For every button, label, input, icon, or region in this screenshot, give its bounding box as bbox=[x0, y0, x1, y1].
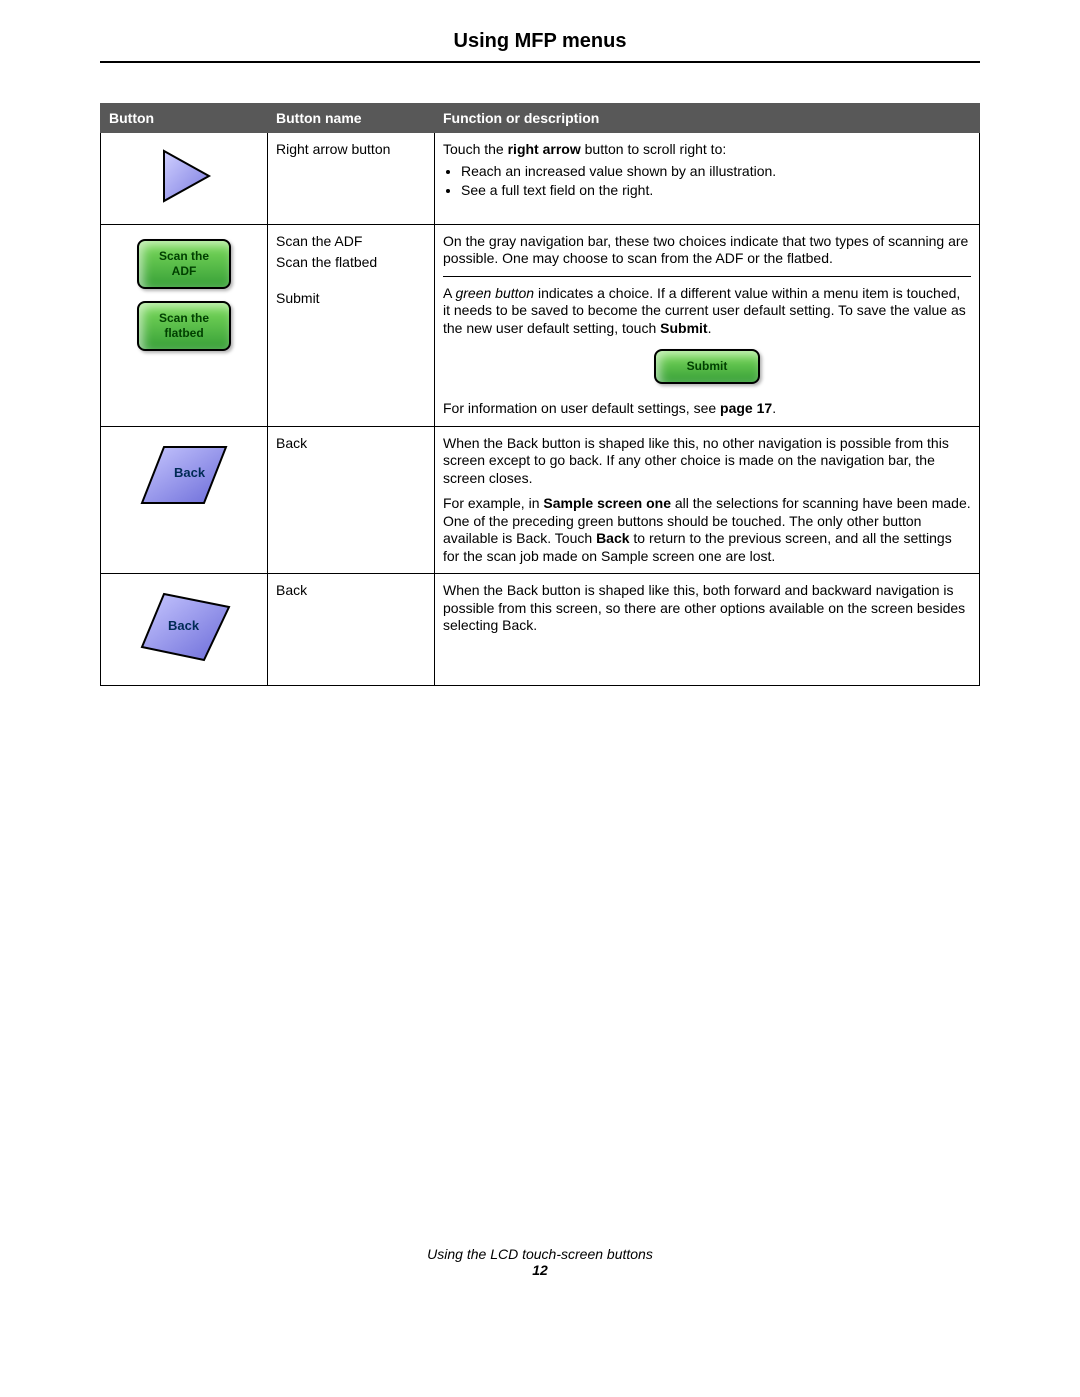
table-row: Back Back When the Back button is shaped… bbox=[101, 426, 980, 574]
button-desc: When the Back button is shaped like this… bbox=[435, 426, 980, 574]
col-header-button: Button bbox=[101, 104, 268, 133]
button-desc: On the gray navigation bar, these two ch… bbox=[435, 224, 980, 426]
button-name: Right arrow button bbox=[268, 133, 435, 225]
button-desc: When the Back button is shaped like this… bbox=[435, 574, 980, 686]
back-icon-open: Back bbox=[134, 582, 234, 672]
page-title: Using MFP menus bbox=[100, 30, 980, 63]
table-row: Right arrow button Touch the right arrow… bbox=[101, 133, 980, 225]
col-header-name: Button name bbox=[268, 104, 435, 133]
bullet: See a full text field on the right. bbox=[461, 182, 971, 200]
back-icon-closed: Back bbox=[134, 435, 234, 515]
button-name: Back bbox=[268, 574, 435, 686]
svg-text:Back: Back bbox=[168, 618, 200, 633]
col-header-desc: Function or description bbox=[435, 104, 980, 133]
bullet: Reach an increased value shown by an ill… bbox=[461, 163, 971, 181]
scan-flatbed-button[interactable]: Scan theflatbed bbox=[137, 301, 231, 351]
button-desc: Touch the right arrow button to scroll r… bbox=[435, 133, 980, 225]
table-row: Scan theADF Scan theflatbed Scan the ADF… bbox=[101, 224, 980, 426]
button-name: Scan the ADF Scan the flatbed Submit bbox=[268, 224, 435, 426]
submit-button[interactable]: Submit bbox=[654, 349, 760, 384]
right-arrow-icon bbox=[149, 141, 219, 211]
scan-adf-button[interactable]: Scan theADF bbox=[137, 239, 231, 289]
table-row: Back Back When the Back button is shaped… bbox=[101, 574, 980, 686]
button-name: Back bbox=[268, 426, 435, 574]
buttons-table: Button Button name Function or descripti… bbox=[100, 103, 980, 686]
page-footer: Using the LCD touch-screen buttons 12 bbox=[100, 1246, 980, 1278]
svg-text:Back: Back bbox=[174, 465, 206, 480]
